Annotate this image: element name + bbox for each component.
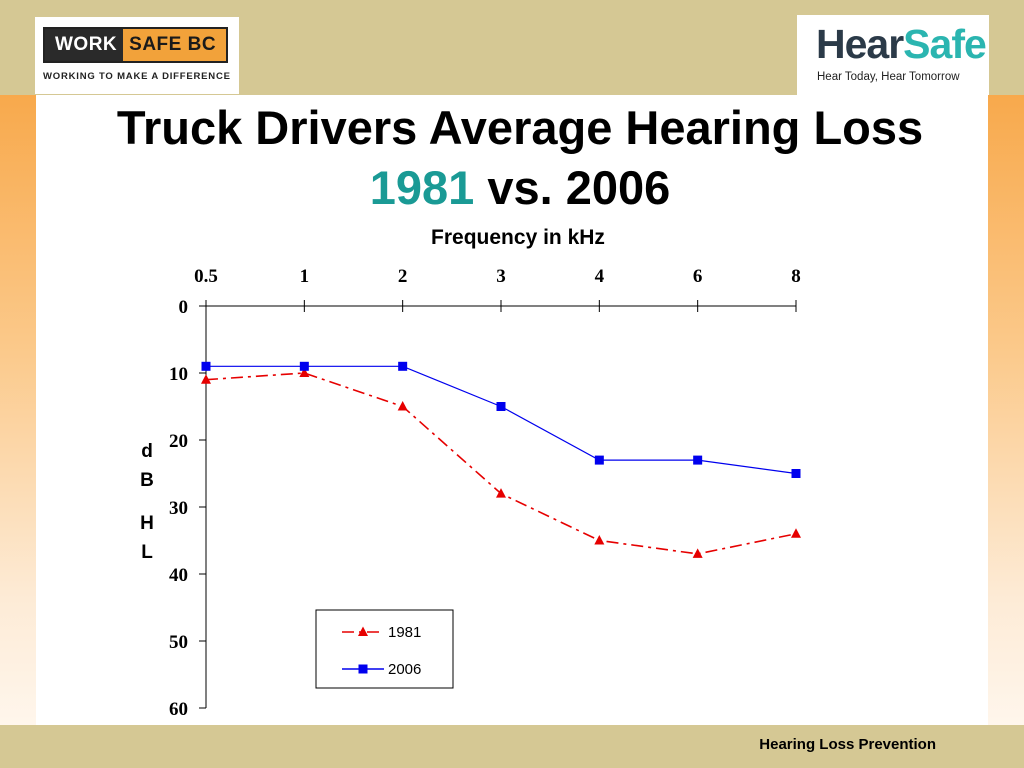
worksafebc-wordmark: WORK SAFE BC <box>43 27 228 63</box>
legend-label: 2006 <box>388 661 421 678</box>
y-tick-label: 60 <box>169 699 188 720</box>
x-axis-title: Frequency in kHz <box>431 226 605 249</box>
series-1981-point <box>201 374 211 384</box>
series-1981-point <box>692 548 703 558</box>
x-tick-label: 4 <box>595 266 605 287</box>
legend-swatch-marker <box>358 626 368 636</box>
title-year-accent: 1981 <box>369 161 475 214</box>
series-2006-line <box>206 365 797 475</box>
slide-title-line1: Truck Drivers Average Hearing Loss <box>116 101 924 154</box>
series-2006-point <box>496 402 506 411</box>
legend-label: 1981 <box>388 624 421 641</box>
series-1981-point <box>594 535 605 545</box>
series-1981-point <box>791 528 801 538</box>
chart-legend <box>315 609 454 689</box>
y-tick-label: 30 <box>169 498 188 519</box>
series-1981-point <box>496 488 506 498</box>
hearsafe-brand-a: Hear <box>816 21 904 67</box>
series-1981-line <box>205 372 797 555</box>
y-tick-label: 20 <box>169 431 188 452</box>
y-axis-title-char: B <box>140 470 154 491</box>
hearsafe-logo: HearSafe Hear Today, Hear Tomorrow <box>797 15 989 95</box>
series-2006-point <box>791 469 801 478</box>
x-tick-label: 0.5 <box>194 266 218 287</box>
y-axis-title: d B H L <box>136 437 158 567</box>
slide-content <box>36 95 988 725</box>
hearsafe-tagline: Hear Today, Hear Tomorrow <box>817 71 960 83</box>
worksafebc-brand-b: SAFE BC <box>123 29 226 61</box>
y-tick-label: 40 <box>169 565 188 586</box>
slide-title-line2: 1981 vs. 2006 <box>0 160 1024 216</box>
worksafebc-tagline: WORKING TO MAKE A DIFFERENCE <box>43 71 231 82</box>
x-tick-label: 3 <box>496 266 506 287</box>
hearsafe-wordmark: HearSafe <box>816 21 987 68</box>
x-tick-label: 6 <box>693 266 703 287</box>
y-tick-label: 50 <box>169 632 188 653</box>
left-decor-stripe <box>0 95 36 725</box>
legend-swatch-marker <box>358 664 368 674</box>
y-tick-label: 0 <box>179 297 189 318</box>
series-2006-point <box>594 455 604 465</box>
series-1981-point <box>299 367 310 377</box>
series-2006-point <box>693 455 703 465</box>
y-axis-title-char: L <box>141 542 153 563</box>
series-2006-point <box>398 361 408 371</box>
y-axis-title-char: d <box>141 441 153 462</box>
x-tick-label: 8 <box>791 266 801 287</box>
y-axis-title-char: H <box>140 513 154 534</box>
series-1981-point <box>397 401 408 411</box>
footer-band <box>0 725 1024 768</box>
series-2006-point <box>299 361 309 371</box>
footer-text: Hearing Loss Prevention <box>759 736 936 753</box>
hearsafe-brand-b: Safe <box>903 21 987 67</box>
worksafebc-brand-a: WORK <box>45 29 124 61</box>
x-tick-label: 1 <box>300 266 310 287</box>
y-tick-label: 10 <box>169 364 188 385</box>
worksafebc-logo: WORK SAFE BC WORKING TO MAKE A DIFFERENC… <box>35 17 239 94</box>
x-tick-label: 2 <box>398 266 408 287</box>
title-year-rest: vs. 2006 <box>474 161 671 214</box>
right-decor-stripe <box>988 95 1024 725</box>
series-2006-point <box>201 361 211 371</box>
